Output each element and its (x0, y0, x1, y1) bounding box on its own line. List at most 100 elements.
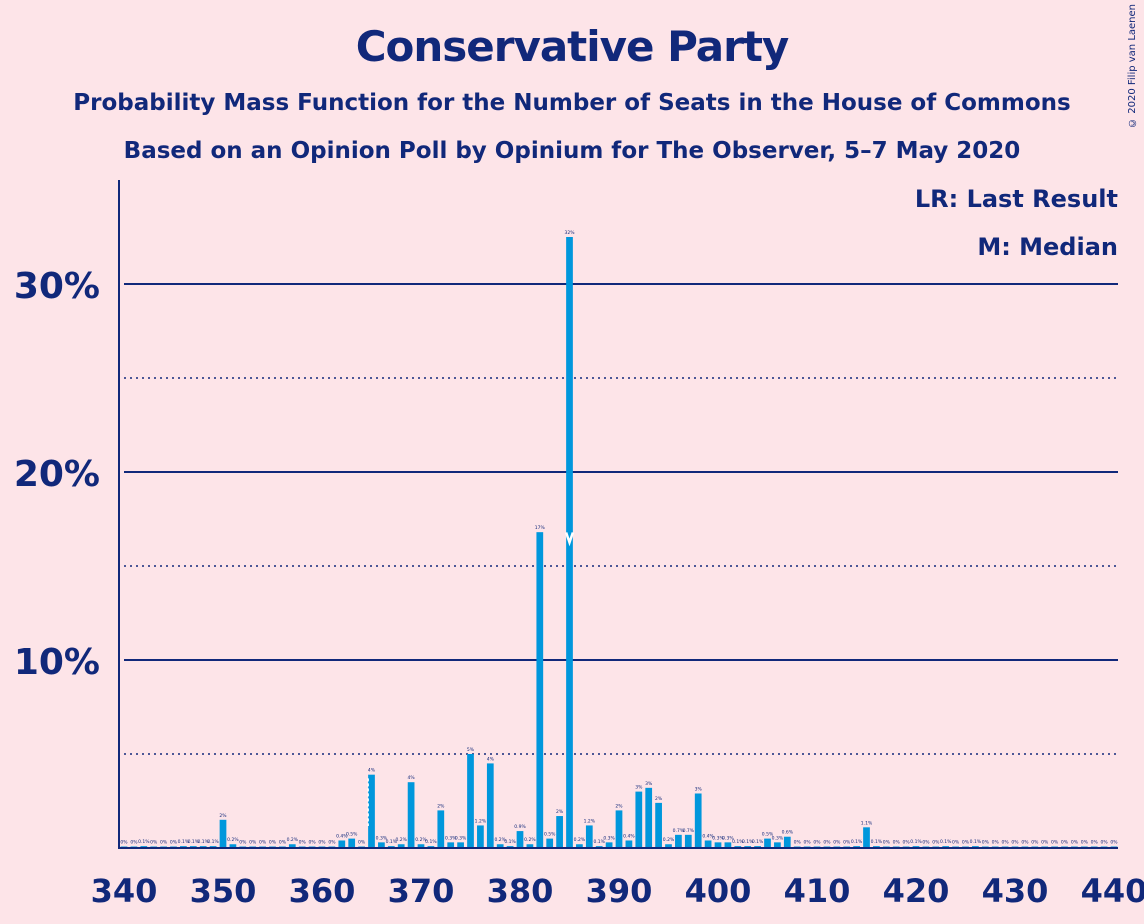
bar-value-label: 0.5% (346, 832, 358, 838)
bar (536, 532, 544, 848)
bar-value-label: 1.1% (861, 820, 873, 826)
bar (675, 834, 682, 848)
bar-value-label: 0.3% (722, 835, 734, 841)
bar-value-label: 0.1% (386, 839, 398, 845)
bar (348, 838, 356, 848)
bar-value-label: 0.2% (415, 837, 427, 843)
bar-value-label: 0.1% (732, 839, 744, 845)
bar (704, 840, 712, 848)
x-tick-label: 370 (388, 872, 455, 910)
bar-value-label: 0.9% (514, 824, 526, 830)
bar-value-label: 0.6% (782, 830, 794, 836)
x-tick-label: 380 (487, 872, 554, 910)
bar-value-label: 0.1% (871, 839, 883, 845)
x-tick-label: 420 (883, 872, 950, 910)
x-tick-label: 410 (784, 872, 851, 910)
bar-value-label: 0% (269, 840, 277, 846)
bar-value-label: 0% (1002, 840, 1010, 846)
bar-value-label: 0.4% (336, 833, 348, 839)
bar-value-label: 0% (358, 840, 366, 846)
bar-value-label: 0.7% (683, 828, 695, 834)
bar-value-label: 5% (467, 747, 475, 753)
bar-value-label: 0% (1011, 840, 1019, 846)
bar-value-label: 0% (813, 840, 821, 846)
bar (338, 840, 346, 848)
y-tick-label: 30% (14, 266, 100, 307)
legend-last-result: LR: Last Result (914, 185, 1118, 213)
bar (397, 844, 405, 848)
bar (655, 802, 662, 848)
bar (437, 810, 445, 848)
bar-value-label: 0.5% (762, 832, 774, 838)
bar (447, 842, 455, 848)
bar (486, 763, 494, 848)
bar-value-label: 0.1% (970, 839, 982, 845)
chart-subtitle: Probability Mass Function for the Number… (73, 90, 1071, 116)
x-tick-label: 440 (1081, 872, 1144, 910)
bar-value-label: 0% (239, 840, 247, 846)
bar-value-label: 0.2% (287, 837, 299, 843)
bar-value-label: 0.1% (742, 839, 754, 845)
bar-value-label: 0% (1031, 840, 1039, 846)
bar-value-label: 0.1% (940, 839, 952, 845)
bar-value-label: 0% (249, 840, 257, 846)
bar (625, 840, 633, 848)
bar-value-label: 0% (1061, 840, 1069, 846)
bar-value-label: 0.1% (910, 839, 922, 845)
bar-value-label: 2% (219, 813, 227, 819)
bar (863, 827, 870, 848)
bar-value-label: 0% (120, 840, 128, 846)
bar-value-label: 0.2% (524, 837, 536, 843)
bar-value-label: 0% (170, 840, 178, 846)
bar-value-label: 0.2% (494, 837, 506, 843)
bar-value-label: 0% (1041, 840, 1049, 846)
bar (615, 810, 623, 848)
bar (635, 791, 643, 848)
bar-value-label: 0% (1081, 840, 1089, 846)
x-tick-label: 390 (586, 872, 653, 910)
bar (585, 825, 593, 848)
bar-value-label: 3% (645, 781, 653, 787)
bar-value-label: 0.1% (851, 839, 863, 845)
bar-value-label: 0.1% (752, 839, 764, 845)
x-tick-label: 340 (91, 872, 158, 910)
y-tick-label: 20% (14, 454, 100, 495)
bar-value-label: 0% (299, 840, 307, 846)
bar-value-label: 0% (952, 840, 960, 846)
bar-value-label: 4% (368, 768, 376, 774)
bar (467, 754, 474, 848)
bar-value-label: 0.2% (395, 837, 407, 843)
bar-value-label: 0.4% (702, 833, 714, 839)
bar-value-label: 0.3% (603, 835, 615, 841)
bar-value-label: 0% (279, 840, 287, 846)
bar-value-label: 3% (635, 785, 643, 791)
bar (229, 844, 237, 848)
bar-value-label: 0.7% (673, 828, 685, 834)
bar (556, 816, 563, 848)
x-tick-label: 430 (982, 872, 1049, 910)
bar-value-label: 0.2% (574, 837, 586, 843)
bar (694, 793, 702, 848)
legend-median: M: Median (977, 233, 1118, 261)
bar-value-label: 0% (1021, 840, 1029, 846)
bar-value-label: 0% (1101, 840, 1109, 846)
chart-title: Conservative Party (355, 22, 790, 71)
bar-value-label: 0.1% (138, 839, 150, 845)
bar (378, 842, 385, 848)
bar (645, 787, 653, 848)
bar-value-label: 0.1% (197, 839, 209, 845)
bar-value-label: 0% (318, 840, 326, 846)
bar-value-label: 0% (932, 840, 940, 846)
bar-value-label: 4% (408, 775, 416, 781)
bar-value-label: 0% (130, 840, 138, 846)
x-tick-label: 360 (289, 872, 356, 910)
bar-value-label: 0.2% (663, 837, 675, 843)
bar-value-label: 0% (843, 840, 851, 846)
bar-value-label: 0.5% (544, 832, 556, 838)
bar-value-label: 0.1% (425, 839, 437, 845)
bar-value-label: 0% (922, 840, 930, 846)
bar-value-label: 3% (695, 786, 703, 792)
bar-value-label: 0% (150, 840, 158, 846)
bar (496, 844, 504, 848)
